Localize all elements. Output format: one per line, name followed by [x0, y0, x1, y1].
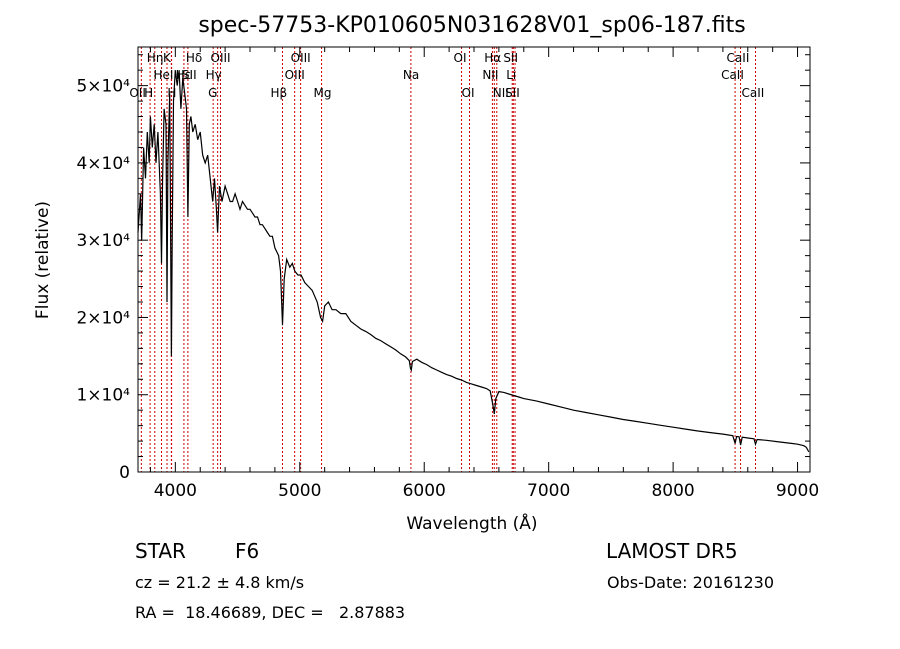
coordinates: RA = 18.46689, DEC = 2.87883	[135, 603, 406, 622]
x-tick-label: 4000	[154, 481, 197, 501]
spectral-line-label: K	[163, 51, 172, 65]
spectral-line-label: SII	[505, 86, 520, 100]
x-axis-label: Wavelength (Å)	[406, 512, 537, 534]
y-tick-label: 5×10⁴	[76, 77, 130, 97]
x-tick-label: 5000	[278, 481, 321, 501]
spectral-line-label: OIII	[211, 51, 231, 65]
spectral-line-label: G	[208, 86, 217, 100]
y-tick-label: 3×10⁴	[76, 231, 130, 251]
spectral-line-label: Hβ	[270, 86, 287, 100]
y-axis-ticks: 0 1×10⁴ 2×10⁴ 3×10⁴ 4×10⁴ 5×10⁴	[76, 54, 810, 483]
spectrum-line	[137, 70, 810, 453]
y-tick-label: 2×10⁴	[76, 308, 130, 328]
object-class: STAR	[135, 539, 186, 563]
spectral-line-labels: OIIHHηHeIKHHεSIIHδGHγOIIIHβOIIIOIIIMgNaO…	[129, 51, 764, 100]
x-tick-label: 6000	[403, 481, 446, 501]
spectral-line-label: Li	[506, 68, 516, 82]
spectral-line-label: SII	[182, 68, 197, 82]
spectral-line-label: Hη	[147, 51, 164, 65]
y-tick-label: 4×10⁴	[76, 154, 130, 174]
observation-date: Obs-Date: 20161230	[607, 573, 775, 592]
chart-title: spec-57753-KP010605N031628V01_sp06-187.f…	[198, 13, 745, 38]
y-tick-label: 0	[119, 463, 130, 483]
spectral-line-label: OIII	[291, 51, 311, 65]
x-tick-label: 7000	[527, 481, 570, 501]
spectral-line-label: OIII	[285, 68, 305, 82]
redshift-velocity: cz = 21.2 ± 4.8 km/s	[135, 573, 305, 592]
y-axis-label: Flux (relative)	[33, 201, 53, 319]
y-tick-label: 1×10⁴	[76, 386, 130, 406]
spectral-line-label: H	[144, 86, 153, 100]
spectral-line-label: OI	[454, 51, 467, 65]
spectral-line-label: NII	[493, 86, 509, 100]
x-axis-ticks: 4000 5000 6000 7000 8000 9000	[149, 47, 819, 501]
spectral-line-label: Hδ	[186, 51, 202, 65]
spectral-line-label: CaII	[741, 86, 764, 100]
object-subclass: F6	[235, 539, 260, 563]
spectral-line-label: SII	[503, 51, 518, 65]
x-tick-label: 8000	[651, 481, 694, 501]
spectral-line-markers	[140, 47, 756, 472]
spectral-line-label: OI	[462, 86, 475, 100]
spectral-line-label: HeI	[154, 68, 174, 82]
spectral-line-label: CaII	[721, 68, 744, 82]
spectral-line-label: Hα	[484, 51, 501, 65]
spectral-line-label: NII	[482, 68, 498, 82]
x-tick-label: 9000	[776, 481, 819, 501]
spectral-line-label: CaII	[727, 51, 750, 65]
spectral-line-label: Hγ	[206, 68, 222, 82]
spectral-line-label: Mg	[314, 86, 332, 100]
survey-release: LAMOST DR5	[606, 539, 738, 563]
plot-frame	[137, 46, 811, 473]
spectral-line-label: H	[167, 86, 176, 100]
spectral-line-label: Na	[403, 68, 419, 82]
